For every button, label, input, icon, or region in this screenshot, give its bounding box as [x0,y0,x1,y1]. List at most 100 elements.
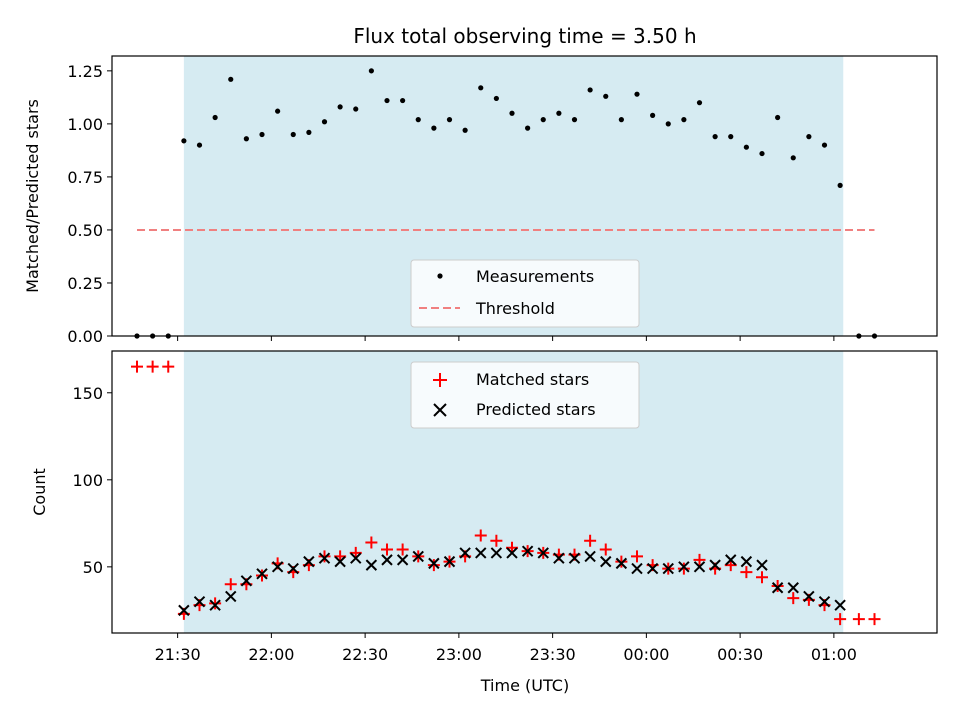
measurement-point [415,117,421,123]
matched-star-point [771,580,784,592]
measurement-point [743,144,749,150]
top-legend-box [410,259,640,328]
predicted-star-point [412,550,424,563]
matched-star-point [740,566,753,579]
top-panel: Flux total observing time = 3.50 h 0.000… [23,24,938,346]
measurement-point [540,117,546,123]
predicted-star-point [506,547,518,559]
predicted-star-point [193,595,206,608]
measurement-point [650,112,656,118]
matched-star-point [490,534,503,547]
measurement-point [509,110,515,116]
matched-star-point [365,536,378,549]
measurement-point [400,97,406,104]
measurement-point [821,142,828,148]
measurement-point [337,104,343,110]
predicted-star-point [646,562,659,575]
predicted-star-point [740,555,753,568]
bottom-y-tick-label: 50 [83,558,103,577]
bottom-panel: 50 100 150 21:30 22:00 22:30 23:00 23:30 00:00 00… [30,350,938,695]
x-tick-label: 23:30 [530,645,576,664]
predicted-star-point [459,547,471,559]
x-tick-label: 23:00 [436,645,482,664]
x-tick-label: 00:30 [717,645,763,664]
predicted-star-point [678,561,690,573]
predicted-star-point [756,559,768,571]
predicted-star-point [553,552,565,564]
measurement-point [212,114,218,121]
measurement-point [712,134,718,140]
legend-matched-label: Matched stars [476,370,589,389]
top-y-tick-label: 1.25 [67,62,103,81]
predicted-star-point [693,561,706,573]
x-axis-label: Time (UTC) [480,676,569,695]
legend-matched-marker [433,373,447,387]
bottom-legend: Matched stars Predicted stars [410,361,640,429]
measurement-point [696,100,703,106]
x-tick-label: 00:00 [623,645,669,664]
matched-star-point [693,553,706,566]
measurement-points [134,68,878,339]
predicted-star-point [584,550,596,563]
predicted-star-point [225,590,237,603]
measurement-point [462,127,468,133]
chart-title: Flux total observing time = 3.50 h [353,24,696,48]
matched-star-point [584,534,597,547]
measurement-point [384,97,390,104]
measurement-point [243,136,249,142]
predicted-stars-points [178,545,846,617]
top-y-tick-label: 1.00 [67,115,103,134]
top-axes-frame [111,55,938,337]
bottom-y-axis-label: Count [30,468,49,516]
measurement-point [775,114,781,121]
legend-measurements-marker [437,273,443,279]
matched-star-point [631,550,643,563]
x-tick-label: 21:30 [155,645,201,664]
legend-predicted-label: Predicted stars [476,400,596,419]
measurement-point [493,95,499,102]
predicted-star-point [428,557,440,570]
predicted-star-point [209,599,221,611]
predicted-star-point [271,561,284,573]
predicted-star-point [475,547,487,559]
predicted-star-point [771,582,784,594]
matched-star-point [396,543,409,556]
matched-star-point [256,569,268,582]
measurement-point [571,117,578,123]
measurement-point [556,110,562,116]
matched-star-point [756,571,768,584]
predicted-star-point [178,604,190,617]
top-y-tick-label: 0.50 [67,221,103,240]
measurement-point [368,68,374,74]
measurement-point [446,117,453,123]
measurement-point [634,91,640,97]
matched-star-point [787,592,800,605]
predicted-star-point [615,557,628,570]
measurement-point [306,129,312,135]
predicted-star-point [834,599,846,611]
bottom-ticks: 50 100 150 21:30 22:00 22:30 23:00 23:30 00:00 00… [72,384,856,664]
predicted-star-point [240,575,253,587]
measurement-point [431,125,437,131]
predicted-star-point [725,554,737,566]
measurement-point [587,87,593,93]
matched-star-point [852,613,865,626]
legend-measurements-label: Measurements [476,267,594,286]
predicted-star-point [350,552,362,564]
x-tick-label: 22:00 [248,645,294,664]
matched-star-point [834,613,847,626]
predicted-star-point [490,547,503,559]
matched-star-point [209,597,222,610]
predicted-star-point [287,562,299,575]
predicted-star-point [709,559,721,571]
matched-star-point [615,555,628,568]
x-tick-label: 22:30 [342,645,388,664]
matched-star-point [474,529,487,542]
legend-threshold-label: Threshold [475,299,555,318]
measurement-point [665,121,671,127]
measurement-point [181,138,187,144]
predicted-star-point [256,568,268,580]
matched-star-point [427,559,440,572]
predicted-star-point [818,595,831,608]
